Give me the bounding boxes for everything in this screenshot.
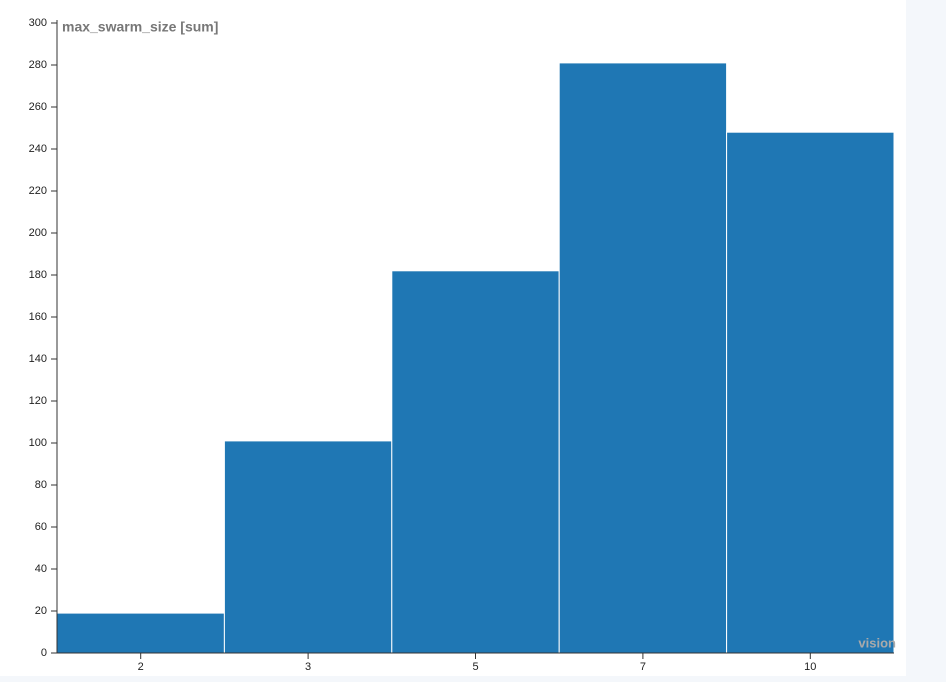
chart-title: max_swarm_size [sum] (62, 19, 218, 35)
y-tick-label: 120 (29, 395, 47, 407)
y-tick-label: 40 (35, 563, 47, 575)
y-tick-label: 0 (41, 647, 47, 659)
y-tick-label: 260 (29, 101, 47, 113)
bar (223, 440, 393, 654)
bar (558, 62, 728, 654)
y-tick-label: 20 (35, 605, 47, 617)
y-tick-label: 160 (29, 311, 47, 323)
y-tick-label: 140 (29, 353, 47, 365)
y-tick-label: 200 (29, 227, 47, 239)
y-tick-label: 100 (29, 437, 47, 449)
x-tick-label: 10 (804, 661, 816, 673)
bar (726, 131, 895, 654)
marks (56, 62, 895, 654)
x-tick-label: 3 (305, 661, 311, 673)
y-tick-label: 300 (29, 17, 47, 29)
y-tick-label: 80 (35, 479, 47, 491)
y-tick-label: 60 (35, 521, 47, 533)
y-tick-label: 240 (29, 143, 47, 155)
bar (56, 612, 225, 654)
y-tick-label: 180 (29, 269, 47, 281)
y-tick-label: 280 (29, 59, 47, 71)
x-tick-label: 7 (640, 661, 646, 673)
bar (391, 270, 560, 654)
x-tick-label: 2 (138, 661, 144, 673)
x-axis-label: vision (858, 635, 896, 650)
y-tick-label: 220 (29, 185, 47, 197)
x-tick-label: 5 (472, 661, 478, 673)
